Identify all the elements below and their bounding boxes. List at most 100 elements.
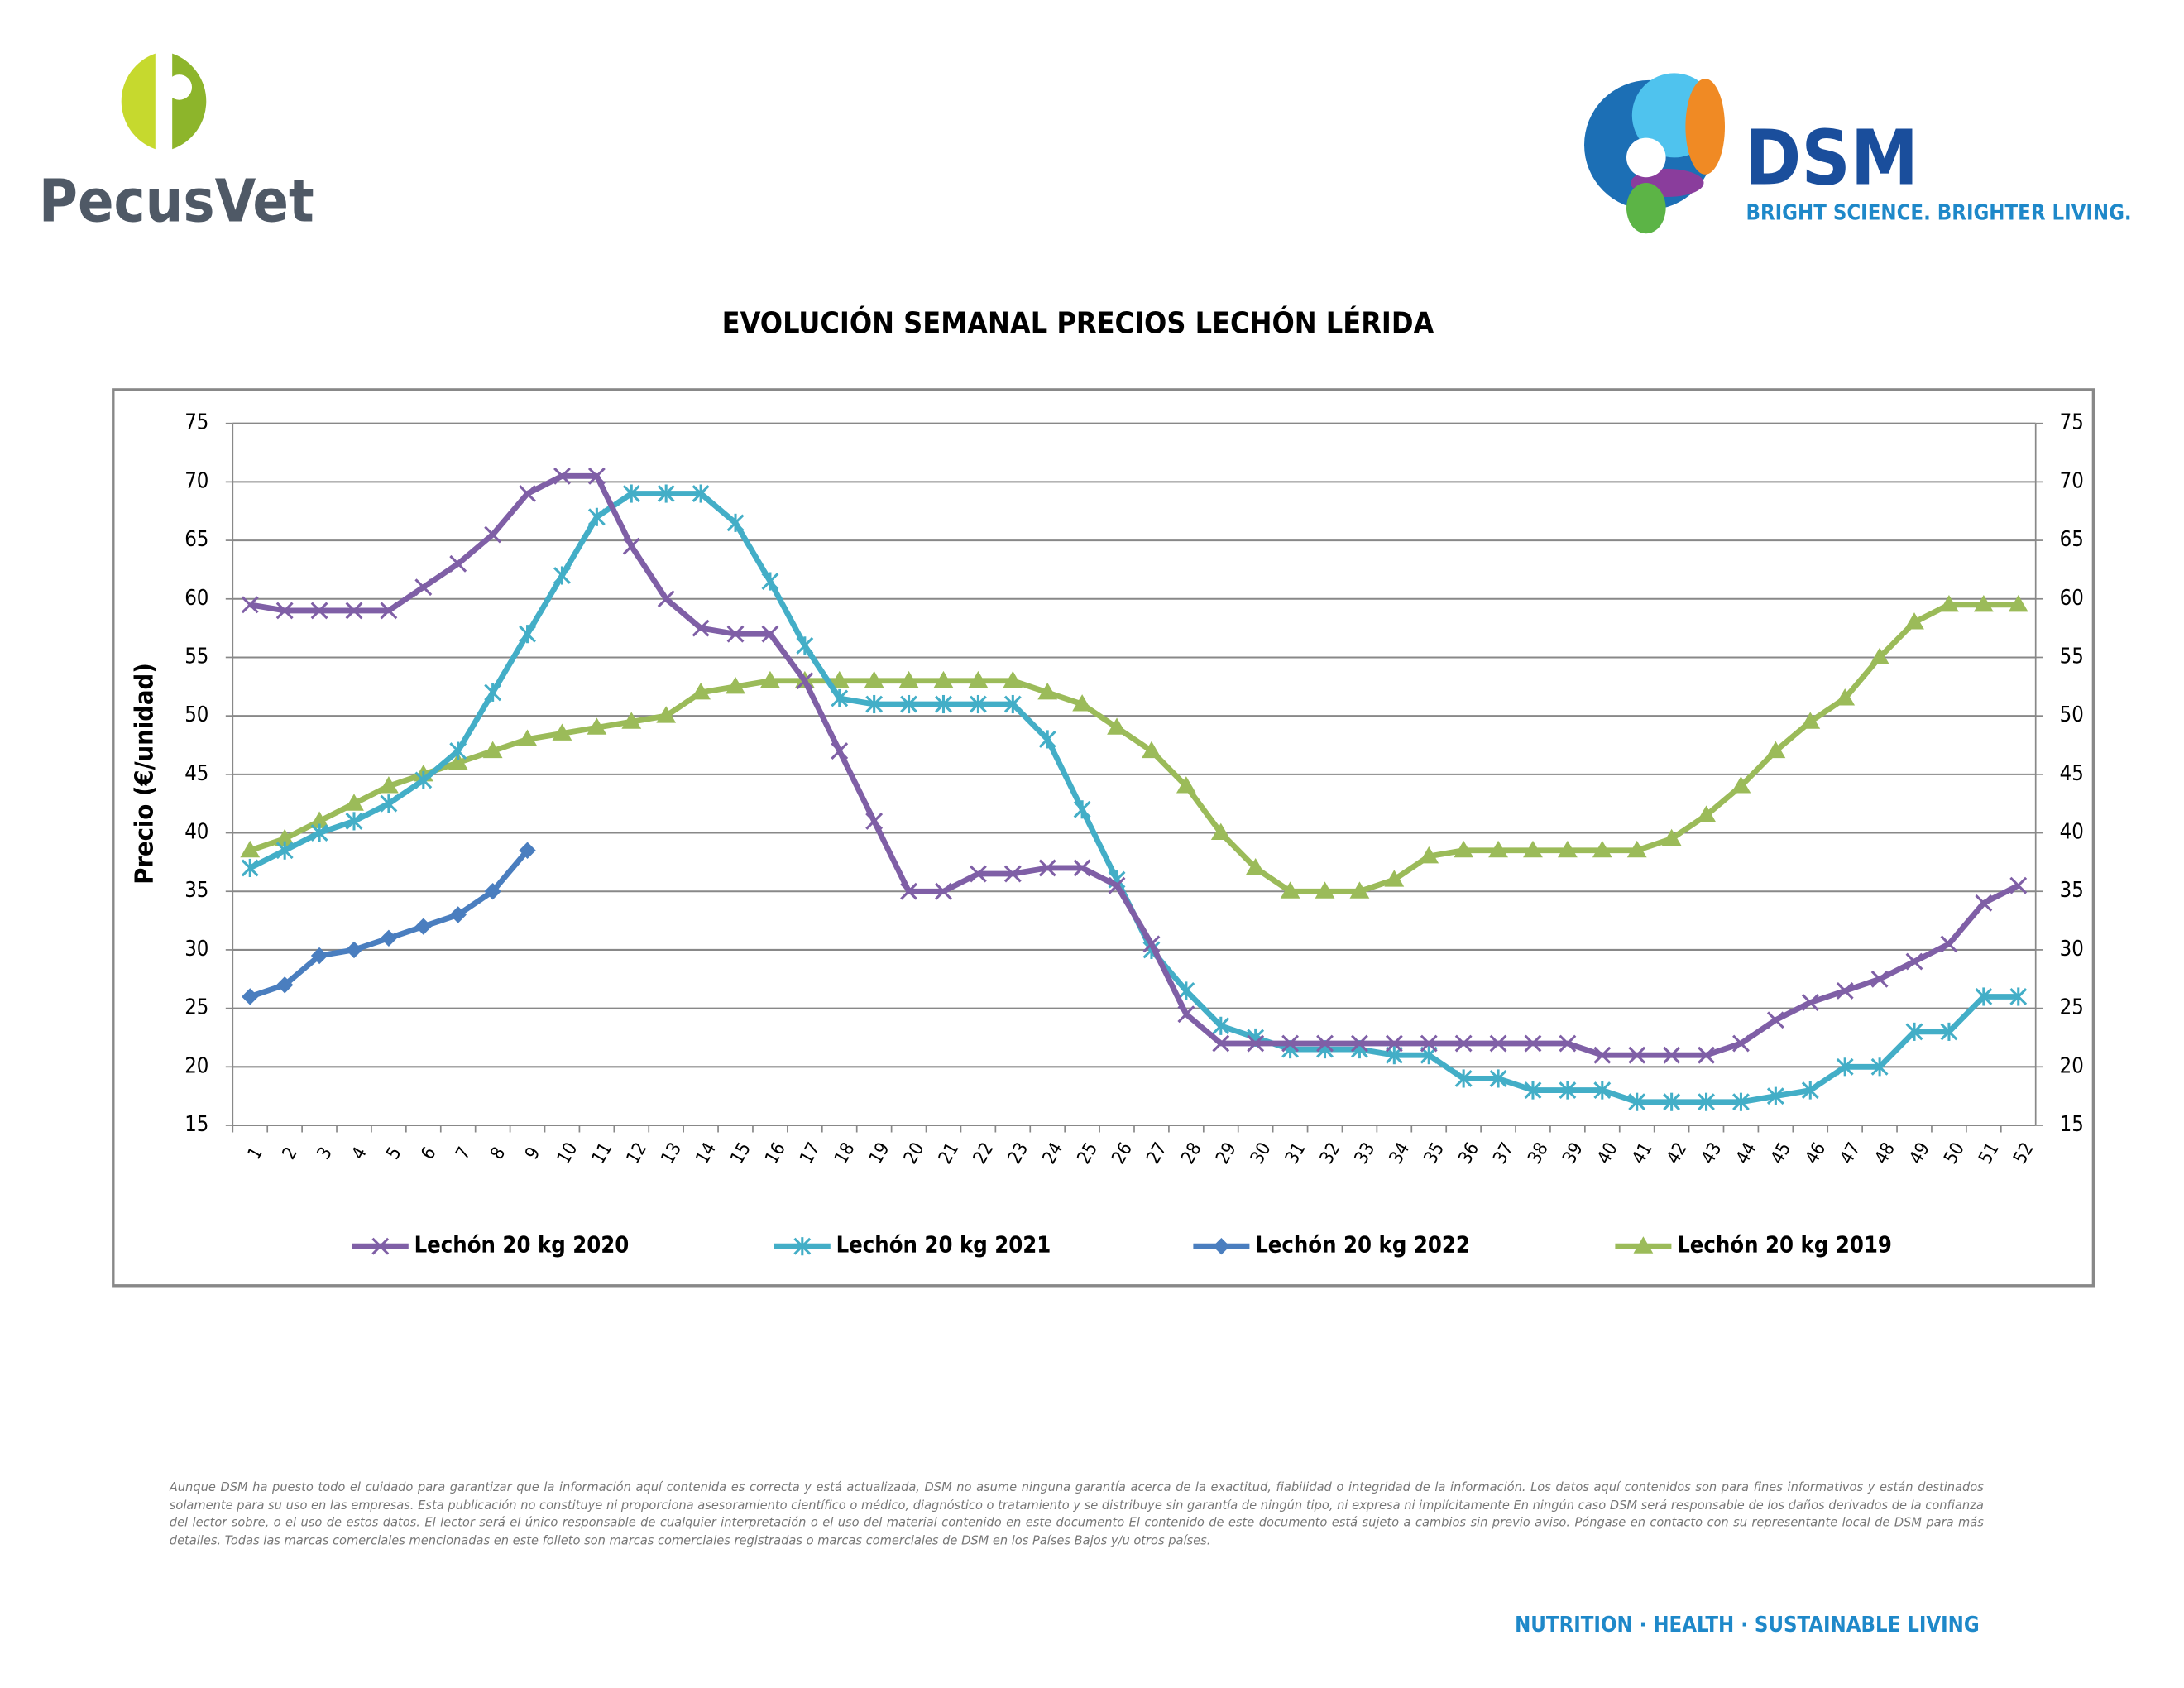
marker-stroke [865,812,884,830]
marker-stroke [1350,1034,1368,1053]
y2-tick-label: 70 [2060,468,2084,493]
marker [1073,800,1091,819]
y2-tick-label: 75 [2060,410,2084,435]
marker-stroke [553,467,571,485]
marker [1385,1034,1403,1053]
marker [380,929,398,947]
marker [275,976,294,994]
y-tick-label: 75 [184,410,208,435]
chart-title: EVOLUCIÓN SEMANAL PRECIOS LECHÓN LÉRIDA [722,306,1434,341]
marker [1870,970,1889,988]
marker [1281,1034,1300,1053]
x-tick-label: 38 [1524,1139,1553,1168]
marker [968,670,989,688]
x-tick-label: 51 [1975,1139,2004,1168]
marker [1559,1081,1577,1100]
marker-stroke [371,1237,390,1255]
marker [1349,881,1370,899]
x-tick-label: 39 [1559,1139,1588,1168]
marker [831,688,849,708]
series-line [249,848,530,1000]
y2-tick-label: 35 [2060,878,2084,903]
y-tick-label: 25 [184,995,208,1020]
marker-stroke [1766,1011,1784,1029]
marker [1696,805,1717,822]
marker [829,670,850,688]
series [241,467,2028,1064]
marker [1176,776,1196,794]
marker [310,602,328,620]
marker-stroke [1870,970,1889,988]
marker [621,712,642,729]
y-tick-label: 30 [184,937,208,961]
x-tick-label: 41 [1628,1139,1657,1168]
marker [553,467,571,485]
marker [1801,1081,1819,1100]
marker-stroke [1663,1046,1681,1064]
marker-stroke [1628,1046,1646,1064]
marker [1765,741,1786,759]
marker [2009,987,2028,1006]
x-tick-label: 1 [243,1144,267,1163]
marker-stroke [345,602,363,620]
marker-stroke [1905,952,1923,971]
marker-stroke [1142,935,1161,953]
marker-stroke [900,882,918,900]
marker [344,794,364,811]
marker [309,811,329,828]
marker [935,882,952,900]
x-tick-label: 21 [934,1139,963,1168]
marker [517,729,538,746]
marker [1177,1005,1195,1024]
marker [241,596,259,614]
y2-tick-label: 20 [2060,1053,2084,1078]
legend-item: Lechón 20 kg 2020 [352,1233,629,1259]
marker [1939,594,1959,612]
x-tick-label: 14 [692,1139,721,1168]
marker [1904,612,1924,630]
marker [1107,717,1127,735]
marker [831,742,849,760]
marker [1732,1092,1750,1111]
marker-stroke [657,590,675,608]
marker [1003,670,1023,688]
marker-stroke [935,882,952,900]
marker-stroke [484,525,502,544]
marker [898,670,919,688]
marker [519,625,536,644]
chart-frame [112,388,2095,1288]
x-tick-label: 50 [1940,1139,1969,1168]
marker [345,812,363,831]
marker [1836,1057,1854,1077]
disclaimer-box: Aunque DSM ha puesto todo el cuidado par… [170,1481,1984,1548]
marker [414,770,433,789]
x-tick-label: 10 [553,1139,582,1168]
marker [1454,1069,1473,1088]
marker [900,694,918,714]
marker [1210,822,1231,841]
marker [587,467,606,485]
marker [241,858,259,878]
marker-stroke [275,602,294,620]
marker [1489,1069,1507,1088]
marker [1870,647,1889,664]
marker [379,776,399,794]
marker-stroke [969,865,987,883]
marker [1975,894,1993,912]
marker [2009,876,2028,894]
legend-marker [1633,1236,1654,1254]
legend-marker [371,1237,390,1255]
y2-tick-label: 25 [2060,995,2084,1020]
marker-stroke [1247,1034,1265,1053]
marker [935,694,952,714]
marker [380,602,398,620]
marker-stroke [241,596,259,614]
x-tick-label: 18 [831,1139,860,1168]
marker [275,602,294,620]
y-tick-label: 65 [184,527,208,552]
legend-label: Lechón 20 kg 2021 [836,1233,1051,1259]
marker [414,918,433,935]
marker [1905,952,1923,971]
marker-stroke [2009,876,2028,894]
